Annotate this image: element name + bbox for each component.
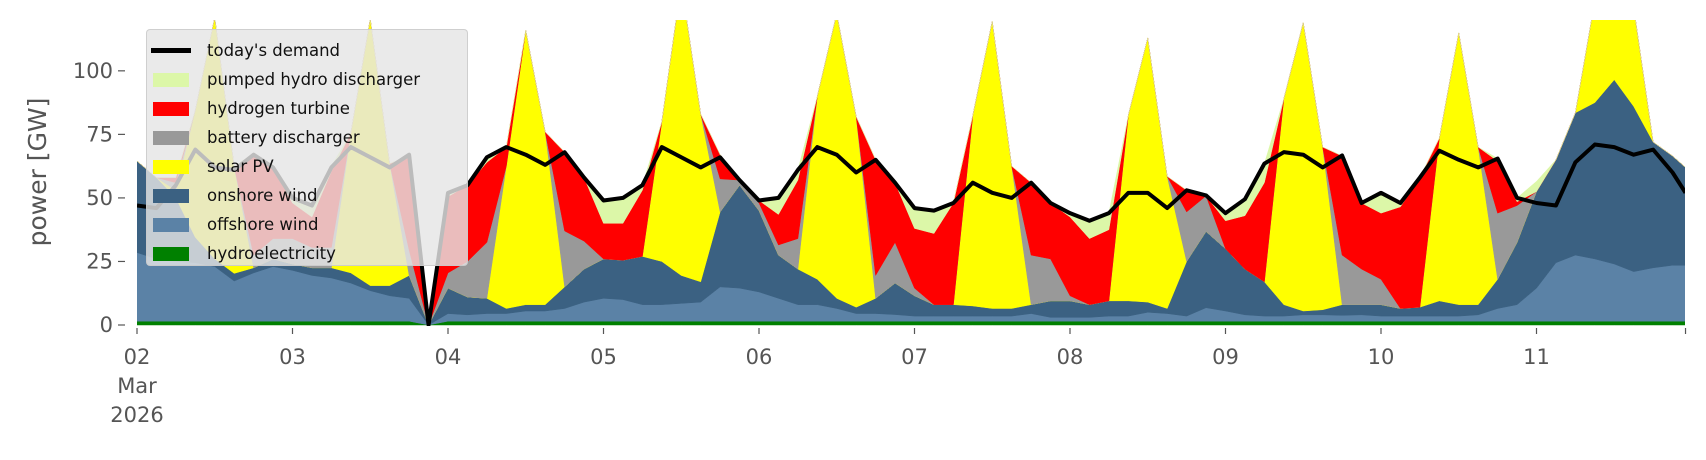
legend-swatch — [153, 72, 189, 87]
legend-label: solar PV — [207, 157, 274, 176]
x-tick-label: 06 — [746, 345, 773, 369]
legend-item-battery: battery discharger — [147, 123, 467, 152]
legend-item-demand: today's demand — [147, 36, 467, 65]
y-tick-label: 75 — [86, 122, 113, 146]
y-axis: 0 25 50 75 100 — [73, 59, 125, 337]
y-tick-label: 0 — [100, 313, 113, 337]
x-tick-label: 11 — [1523, 345, 1550, 369]
x-tick-month: Mar — [117, 374, 157, 398]
area-pumped-hydro-discharger — [137, 20, 1685, 326]
x-tick-label: 07 — [901, 345, 928, 369]
legend-item-offshore: offshore wind — [147, 210, 467, 239]
x-tick-label: 03 — [279, 345, 306, 369]
legend-item-solar: solar PV — [147, 152, 467, 181]
x-tick-label: 02 — [124, 345, 151, 369]
legend-swatch — [153, 188, 189, 203]
legend-item-hydrogen: hydrogen turbine — [147, 94, 467, 123]
legend-label: today's demand — [207, 41, 341, 60]
area-hydroelectricity — [137, 320, 1685, 326]
y-axis-label: power [GW] — [23, 98, 52, 247]
legend-item-hydro: hydroelectricity — [147, 239, 467, 268]
legend-label: battery discharger — [207, 128, 360, 147]
x-tick-label: 05 — [590, 345, 617, 369]
x-tick-label: 09 — [1212, 345, 1239, 369]
legend-label: offshore wind — [207, 215, 319, 234]
legend-swatch — [153, 217, 189, 232]
legend-item-onshore: onshore wind — [147, 181, 467, 210]
x-tick-year: 2026 — [110, 403, 163, 427]
legend-item-pumped-hydro: pumped hydro discharger — [147, 65, 467, 94]
legend-label: pumped hydro discharger — [207, 70, 421, 89]
y-tick-label: 50 — [86, 186, 113, 210]
legend-label: onshore wind — [207, 186, 318, 205]
legend-swatch — [153, 101, 189, 116]
legend: today's demand pumped hydro discharger h… — [146, 29, 468, 266]
legend-swatch — [153, 246, 189, 261]
legend-label: hydroelectricity — [207, 244, 336, 263]
legend-swatch — [151, 48, 191, 53]
legend-swatch — [153, 159, 189, 174]
legend-swatch — [153, 130, 189, 145]
x-tick-label: 08 — [1057, 345, 1084, 369]
x-tick-label: 04 — [435, 345, 462, 369]
x-axis: 02 03 04 05 06 07 08 09 10 11 Mar 2026 — [110, 328, 1687, 427]
y-tick-label: 25 — [86, 249, 113, 273]
x-tick-label: 10 — [1368, 345, 1395, 369]
y-tick-label: 100 — [73, 59, 113, 83]
legend-label: hydrogen turbine — [207, 99, 350, 118]
